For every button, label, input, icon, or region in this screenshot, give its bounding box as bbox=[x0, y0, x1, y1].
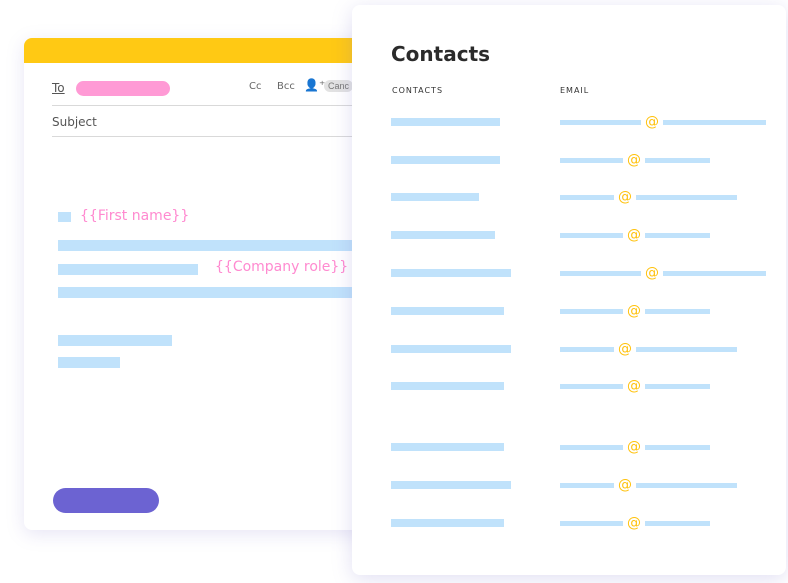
email-domain-placeholder bbox=[645, 309, 710, 314]
email-user-placeholder bbox=[560, 309, 623, 314]
contact-name-placeholder bbox=[391, 231, 495, 239]
first-name-variable: {{First name}} bbox=[80, 208, 190, 224]
email-domain-placeholder bbox=[645, 384, 710, 389]
contact-name-placeholder bbox=[391, 382, 504, 390]
subject-label: Subject bbox=[52, 115, 97, 129]
cc-button[interactable]: Cc bbox=[249, 81, 262, 92]
to-row: To Cc Bcc 👤⁺ Canc bbox=[52, 76, 369, 106]
email-domain-placeholder bbox=[663, 120, 766, 125]
email-user-placeholder bbox=[560, 384, 623, 389]
at-sign-icon: @ bbox=[618, 341, 632, 357]
contact-name-placeholder bbox=[391, 481, 511, 489]
at-sign-icon: @ bbox=[627, 515, 641, 531]
contact-name-placeholder bbox=[391, 269, 511, 277]
at-sign-icon: @ bbox=[645, 265, 659, 281]
cancel-chip[interactable]: Canc bbox=[324, 80, 354, 92]
send-button[interactable] bbox=[53, 488, 159, 513]
bcc-button[interactable]: Bcc bbox=[277, 81, 295, 92]
contact-name-placeholder bbox=[391, 193, 479, 201]
contact-name-placeholder bbox=[391, 307, 504, 315]
contacts-title: Contacts bbox=[391, 42, 491, 66]
email-user-placeholder bbox=[560, 483, 614, 488]
contact-name-placeholder bbox=[391, 519, 504, 527]
at-sign-icon: @ bbox=[627, 439, 641, 455]
email-domain-placeholder bbox=[645, 521, 710, 526]
placeholder-block bbox=[58, 212, 71, 222]
email-user-placeholder bbox=[560, 120, 641, 125]
contact-name-placeholder bbox=[391, 118, 500, 126]
contact-name-placeholder bbox=[391, 156, 500, 164]
text-line bbox=[58, 357, 120, 368]
email-domain-placeholder bbox=[645, 158, 710, 163]
email-user-placeholder bbox=[560, 271, 641, 276]
at-sign-icon: @ bbox=[627, 303, 641, 319]
email-domain-placeholder bbox=[636, 195, 737, 200]
contacts-column-header: CONTACTS bbox=[392, 86, 444, 95]
email-user-placeholder bbox=[560, 195, 614, 200]
at-sign-icon: @ bbox=[627, 227, 641, 243]
contact-name-placeholder bbox=[391, 345, 511, 353]
email-user-placeholder bbox=[560, 445, 623, 450]
at-sign-icon: @ bbox=[618, 189, 632, 205]
to-label[interactable]: To bbox=[52, 81, 65, 95]
text-line bbox=[58, 240, 369, 251]
email-domain-placeholder bbox=[663, 271, 766, 276]
subject-field[interactable]: Subject bbox=[52, 108, 369, 137]
email-domain-placeholder bbox=[645, 445, 710, 450]
email-domain-placeholder bbox=[636, 483, 737, 488]
at-sign-icon: @ bbox=[627, 378, 641, 394]
person-add-icon[interactable]: 👤⁺ bbox=[304, 78, 326, 92]
email-domain-placeholder bbox=[636, 347, 737, 352]
contacts-panel: Contacts CONTACTS EMAIL @ @ @ @ @ @ @ @ @ @ @ bbox=[352, 5, 786, 575]
email-user-placeholder bbox=[560, 521, 623, 526]
company-role-variable: {{Company role}} bbox=[215, 259, 349, 275]
email-domain-placeholder bbox=[645, 233, 710, 238]
text-line bbox=[58, 287, 369, 298]
composer-header bbox=[24, 38, 369, 63]
email-user-placeholder bbox=[560, 233, 623, 238]
email-composer: To Cc Bcc 👤⁺ Canc Subject {{First name}}… bbox=[24, 38, 369, 530]
email-user-placeholder bbox=[560, 158, 623, 163]
text-line bbox=[58, 264, 198, 275]
at-sign-icon: @ bbox=[645, 114, 659, 130]
contact-name-placeholder bbox=[391, 443, 504, 451]
text-line bbox=[58, 335, 172, 346]
recipient-chip[interactable] bbox=[76, 81, 170, 96]
at-sign-icon: @ bbox=[627, 152, 641, 168]
at-sign-icon: @ bbox=[618, 477, 632, 493]
email-user-placeholder bbox=[560, 347, 614, 352]
email-column-header: EMAIL bbox=[560, 86, 590, 95]
